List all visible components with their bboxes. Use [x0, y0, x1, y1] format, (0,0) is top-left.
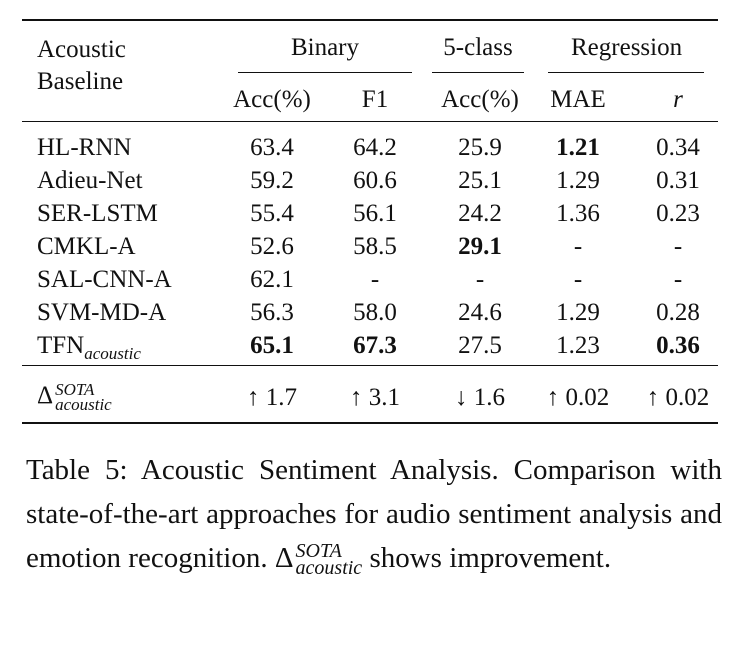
delta-rule	[22, 365, 718, 366]
cell: 29.1	[458, 233, 502, 260]
cell: 56.1	[353, 200, 397, 227]
cell: 0.23	[656, 200, 700, 227]
cell: 58.5	[353, 233, 397, 260]
group-header: 5-class	[443, 34, 513, 61]
cell: 25.1	[458, 167, 502, 194]
cell: 1.29	[556, 167, 600, 194]
cell: 62.1	[250, 266, 294, 293]
header-rule	[22, 121, 718, 122]
column-header: Acc(%)	[441, 86, 519, 113]
delta-name: Δ SOTA acoustic	[37, 380, 112, 415]
cell: 25.9	[458, 134, 502, 161]
column-header: MAE	[550, 86, 606, 113]
delta-cell: ↑ 0.02	[646, 384, 710, 411]
row-name: Adieu-Net	[37, 166, 143, 196]
name-text: TFN	[37, 332, 85, 359]
cell: 63.4	[250, 134, 294, 161]
group-header: Binary	[290, 34, 360, 61]
top-rule	[22, 19, 718, 21]
cell: 0.31	[656, 167, 700, 194]
cell: 1.36	[556, 200, 600, 227]
row-label-header: Baseline	[37, 68, 124, 95]
cell: 59.2	[250, 167, 294, 194]
bottom-rule	[22, 422, 718, 424]
cell: -	[573, 233, 583, 260]
cell: 56.3	[250, 299, 294, 326]
cell: 27.5	[458, 332, 502, 359]
cell: 0.36	[656, 332, 700, 359]
column-header: r	[673, 86, 683, 113]
row-label-header: Acoustic	[37, 36, 126, 63]
cell: 60.6	[353, 167, 397, 194]
caption-text: shows improvement.	[369, 542, 612, 574]
name-text: SVM-MD-A	[37, 299, 167, 326]
cell: -	[673, 233, 683, 260]
cell: 67.3	[353, 332, 397, 359]
cell: -	[475, 266, 485, 293]
delta-cell: ↑ 3.1	[350, 384, 400, 411]
script-stack: SOTA acoustic	[295, 540, 363, 580]
cell: 24.2	[458, 200, 502, 227]
superscript: SOTA	[295, 540, 342, 563]
name-text: Δ	[37, 382, 54, 409]
column-header: F1	[361, 86, 389, 113]
caption-text: Table 5: Acoustic Sentiment Analysis. Co…	[26, 454, 722, 574]
cell: 64.2	[353, 134, 397, 161]
cell: 65.1	[250, 332, 294, 359]
caption: Table 5: Acoustic Sentiment Analysis. Co…	[26, 448, 722, 580]
cell: 1.29	[556, 299, 600, 326]
row-name: SER-LSTM	[37, 199, 158, 229]
superscript: SOTA	[55, 380, 95, 400]
group-header: Regression	[571, 34, 683, 61]
column-header: Acc(%)	[233, 86, 311, 113]
group-rule	[238, 72, 412, 73]
cell: -	[370, 266, 380, 293]
group-rule	[548, 72, 704, 73]
name-text: SER-LSTM	[37, 200, 158, 227]
name-text: Δ	[274, 542, 294, 574]
name-text: CMKL-A	[37, 233, 136, 260]
subscript: acoustic	[84, 344, 141, 363]
subscript: acoustic	[55, 395, 112, 415]
cell: 0.34	[656, 134, 700, 161]
cell: -	[673, 266, 683, 293]
name-text: HL-RNN	[37, 134, 132, 161]
row-name: SAL-CNN-A	[37, 265, 172, 295]
delta-cell: ↑ 1.7	[247, 384, 297, 411]
subscript: acoustic	[295, 557, 363, 580]
cell: 1.21	[556, 134, 600, 161]
cell: 1.23	[556, 332, 600, 359]
caption-symbol: Δ SOTA acoustic	[274, 540, 363, 580]
cell: 55.4	[250, 200, 294, 227]
cell: 24.6	[458, 299, 502, 326]
cell: 58.0	[353, 299, 397, 326]
name-text: SAL-CNN-A	[37, 266, 172, 293]
cell: -	[573, 266, 583, 293]
cell: 52.6	[250, 233, 294, 260]
row-name: HL-RNN	[37, 133, 131, 163]
row-name: TFNacoustic	[37, 331, 141, 369]
delta-cell: ↑ 0.02	[546, 384, 610, 411]
script-stack: SOTA acoustic	[55, 380, 112, 415]
cell: 0.28	[656, 299, 700, 326]
name-text: Adieu-Net	[37, 167, 143, 194]
delta-cell: ↓ 1.6	[455, 384, 505, 411]
group-rule	[432, 72, 524, 73]
row-name: CMKL-A	[37, 232, 136, 262]
row-name: SVM-MD-A	[37, 298, 166, 328]
